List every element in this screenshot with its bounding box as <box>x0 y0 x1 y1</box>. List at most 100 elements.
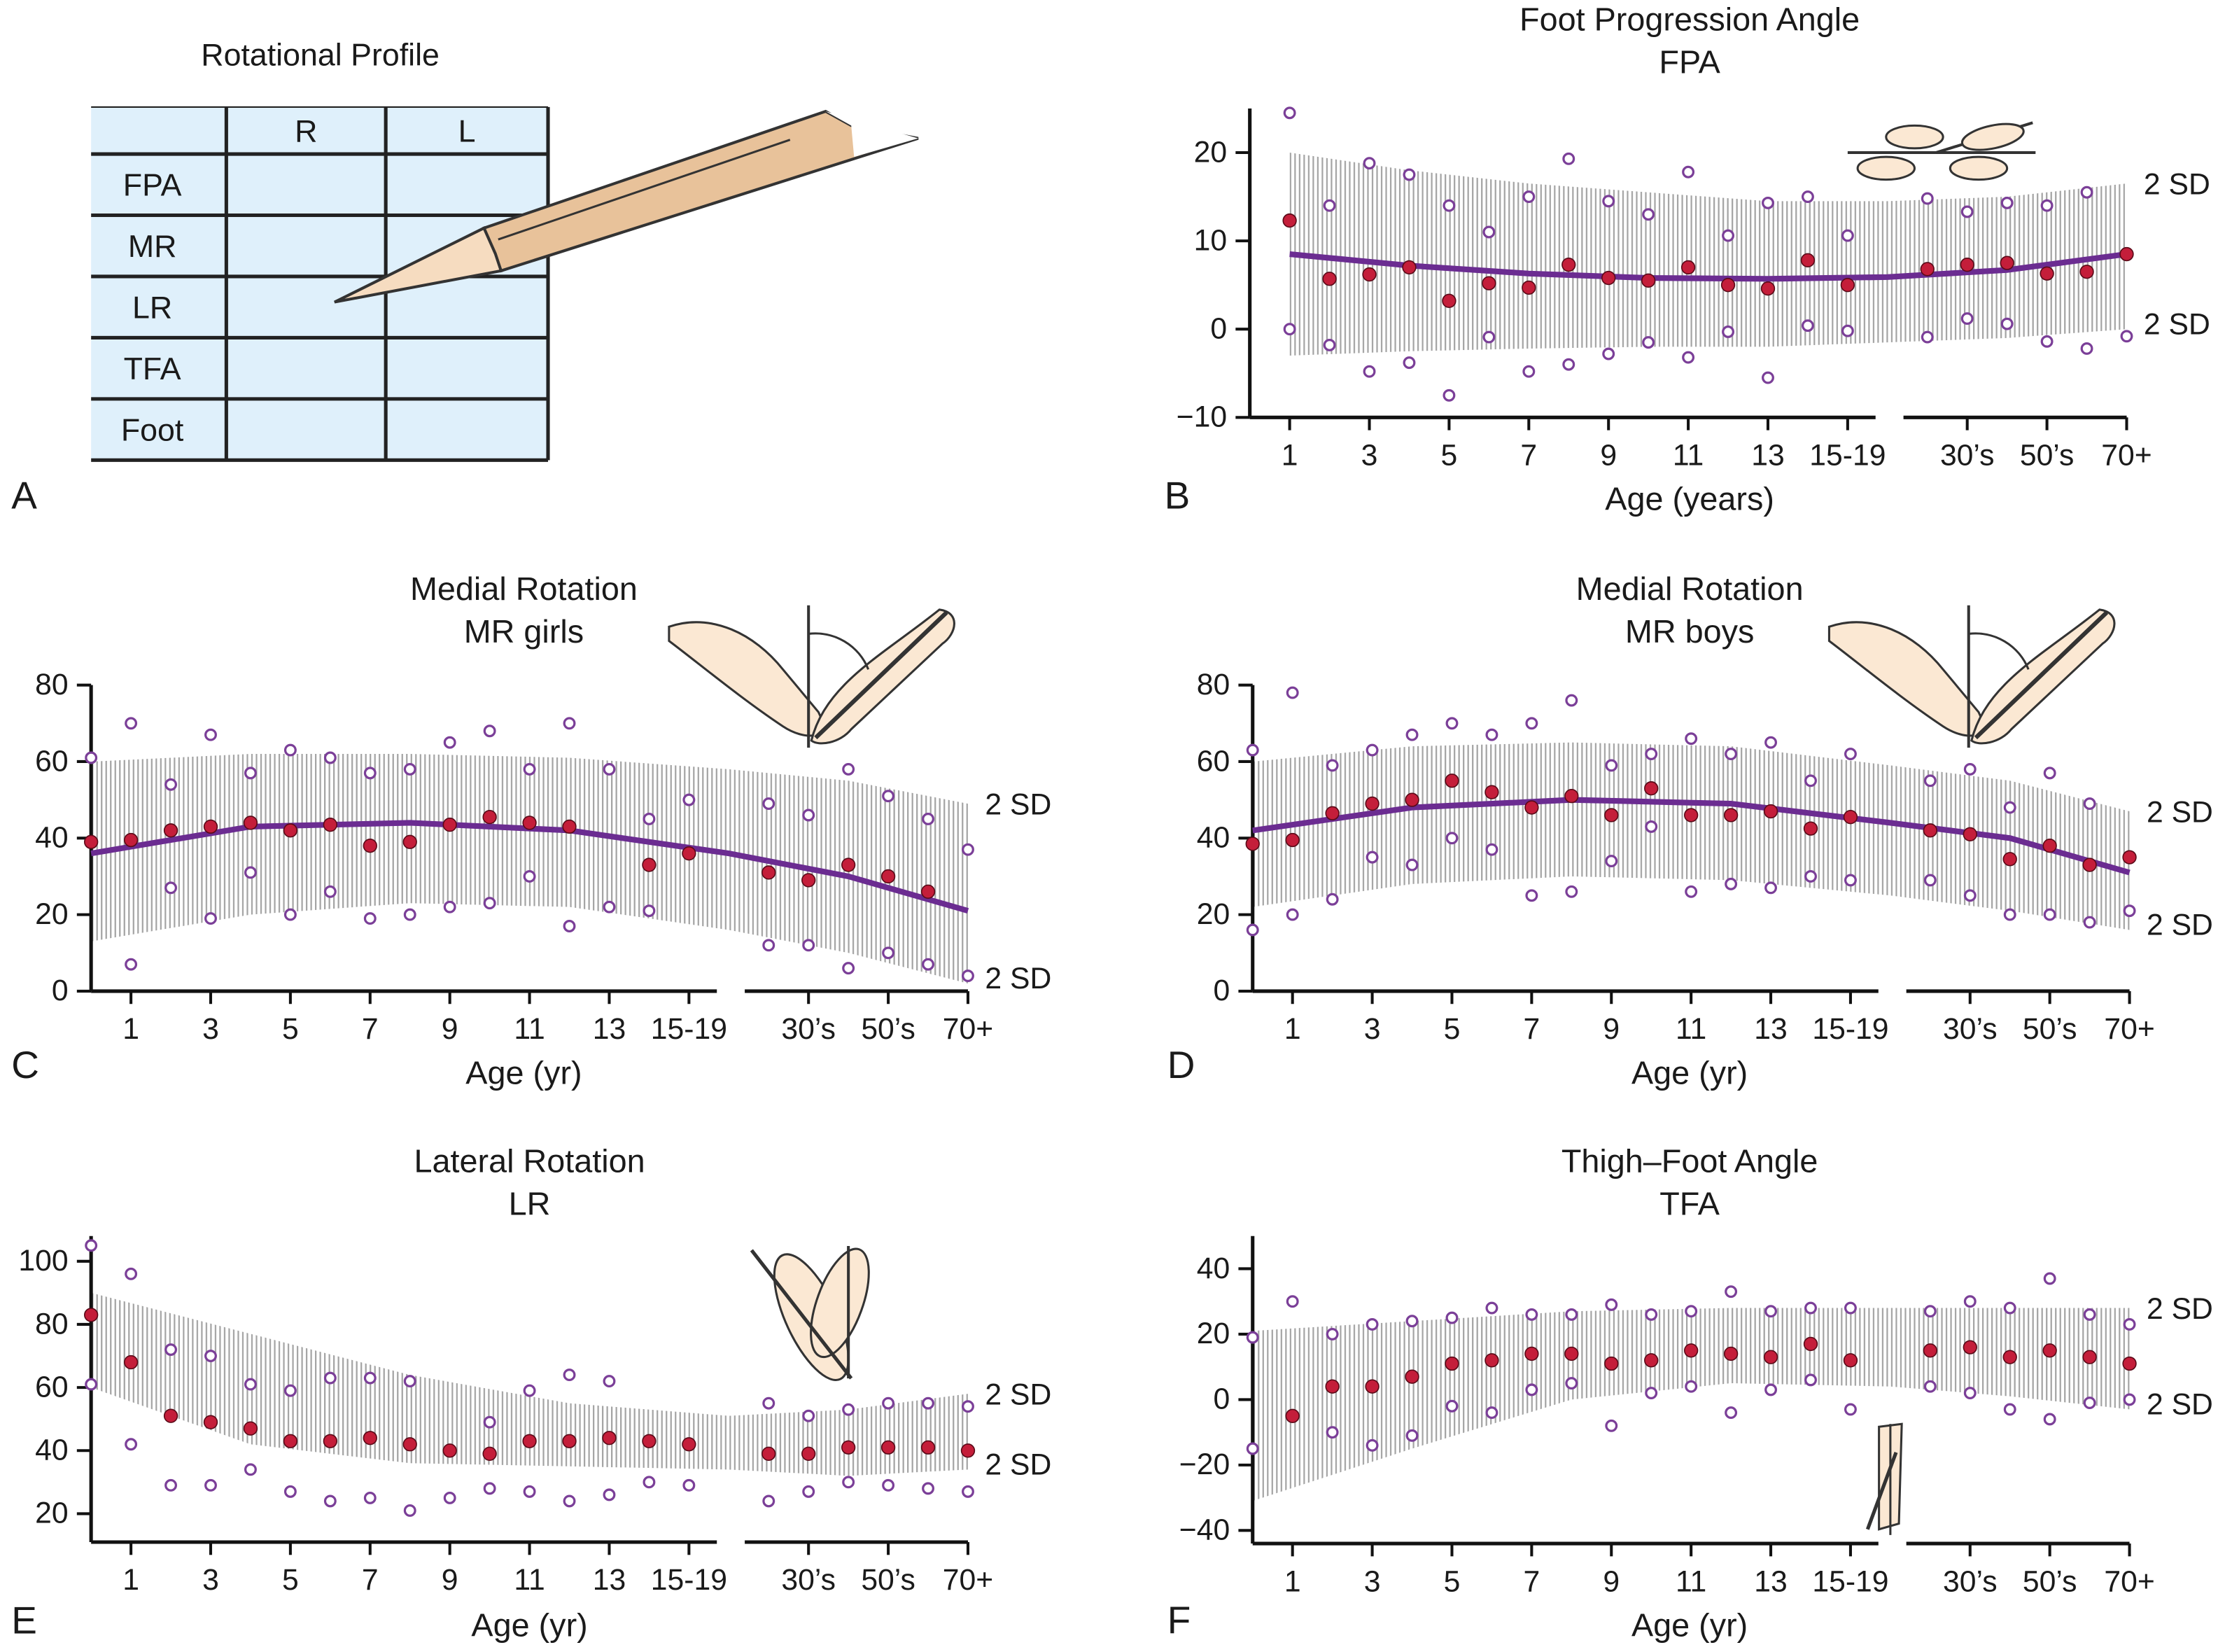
range-point <box>962 1400 974 1413</box>
mean-point <box>841 858 856 872</box>
range-point <box>1960 205 1974 218</box>
x-tick-label: 50’s <box>2023 1012 2077 1046</box>
chart-subtitle: TFA <box>1659 1185 1720 1222</box>
range-point <box>1565 1308 1578 1321</box>
range-point <box>1605 1419 1618 1432</box>
x-tick-label: 15-19 <box>1809 439 1886 472</box>
mean-point <box>1402 260 1417 275</box>
mean-point <box>323 817 338 832</box>
mean-point <box>203 819 218 834</box>
range-point <box>1443 199 1456 212</box>
mean-point <box>2040 266 2054 281</box>
range-point <box>1764 736 1777 749</box>
mean-point <box>1763 1350 1778 1364</box>
mean-point <box>1683 808 1699 822</box>
range-point <box>1725 1406 1738 1420</box>
range-point <box>682 1478 696 1492</box>
hip-illustration <box>1827 605 2116 748</box>
range-point <box>842 1403 855 1416</box>
range-point <box>1363 157 1376 170</box>
mean-point <box>1803 1336 1818 1352</box>
mean-point <box>2082 858 2097 872</box>
mean-point <box>1760 281 1776 296</box>
range-point <box>483 1415 496 1429</box>
range-point <box>204 1478 217 1492</box>
x-tick-label: 15-19 <box>651 1012 727 1046</box>
x-tick-label: 11 <box>1676 1012 1706 1046</box>
range-point <box>1525 1383 1538 1396</box>
mean-point <box>482 1446 497 1461</box>
mean-point <box>801 1446 816 1461</box>
range-point <box>1445 1399 1459 1413</box>
x-tick-label: 3 <box>202 1563 219 1597</box>
range-point <box>962 969 974 983</box>
range-point <box>2043 1413 2056 1426</box>
x-tick-label: 3 <box>1361 439 1378 472</box>
x-axis-label: Age (yr) <box>1631 1054 1748 1091</box>
mean-point <box>402 834 417 849</box>
x-tick-label: 1 <box>1282 439 1298 472</box>
range-point <box>403 1375 416 1388</box>
x-tick-label: 15-19 <box>1812 1564 1888 1598</box>
mean-point <box>1803 821 1818 836</box>
x-tick-label: 1 <box>1284 1012 1301 1046</box>
mean-point <box>442 817 457 832</box>
column-header: R <box>295 113 317 148</box>
mean-point <box>1285 832 1300 848</box>
chart-title: Foot Progression Angle <box>1519 1 1860 37</box>
mean-point <box>2119 246 2134 262</box>
range-point <box>85 1239 98 1252</box>
y-tick-label: 20 <box>1194 135 1227 169</box>
range-point <box>1923 1380 1937 1393</box>
range-point <box>1844 748 1857 760</box>
y-tick-label: −10 <box>1177 400 1227 434</box>
range-point <box>1960 312 1974 326</box>
range-point <box>363 912 377 925</box>
range-point <box>1246 1331 1259 1344</box>
range-point <box>1485 1301 1498 1315</box>
feet-illustration <box>1847 121 2036 181</box>
range-point <box>2040 335 2054 348</box>
x-tick-label: 30’s <box>1943 1012 1998 1046</box>
x-tick-label: 7 <box>1520 439 1537 472</box>
y-tick-label: 0 <box>1213 974 1230 1007</box>
x-tick-label: 50’s <box>2020 439 2075 472</box>
range-point <box>2083 1308 2096 1321</box>
range-point <box>1804 869 1817 883</box>
range-point <box>323 1371 337 1385</box>
y-tick-label: 10 <box>1194 223 1227 257</box>
mean-point <box>761 1446 776 1461</box>
x-tick-label: 9 <box>1600 439 1617 472</box>
mean-point <box>1604 808 1619 822</box>
y-tick-label: 20 <box>1197 897 1230 931</box>
range-point <box>2083 1396 2096 1410</box>
range-point <box>523 1384 536 1397</box>
mean-point <box>642 858 657 872</box>
mean-point <box>482 810 497 825</box>
range-point <box>1804 1373 1817 1387</box>
table-title: Rotational Profile <box>201 38 440 73</box>
range-point <box>1405 728 1419 741</box>
panel-letter: B <box>1165 474 1191 517</box>
band-label: 2 SD <box>2147 1388 2213 1422</box>
x-tick-label: 50’s <box>861 1563 915 1597</box>
mean-point <box>2042 1343 2057 1358</box>
range-point <box>523 762 536 776</box>
range-point <box>1326 892 1339 906</box>
mean-point <box>1604 1356 1619 1371</box>
mean-point <box>1405 1369 1419 1384</box>
panel-letter: A <box>11 474 37 517</box>
chart-title: Thigh–Foot Angle <box>1561 1142 1818 1179</box>
range-point <box>802 1409 815 1422</box>
mean-point <box>841 1440 856 1455</box>
mean-point <box>1800 253 1816 268</box>
range-point <box>1405 1315 1419 1328</box>
mean-point <box>1601 270 1616 286</box>
range-point <box>1326 759 1339 772</box>
mean-point <box>562 819 577 834</box>
mean-point <box>243 816 258 830</box>
x-axis-label: Age (yr) <box>1631 1606 1748 1643</box>
range-point <box>2123 904 2136 918</box>
x-tick-label: 11 <box>514 1012 545 1046</box>
